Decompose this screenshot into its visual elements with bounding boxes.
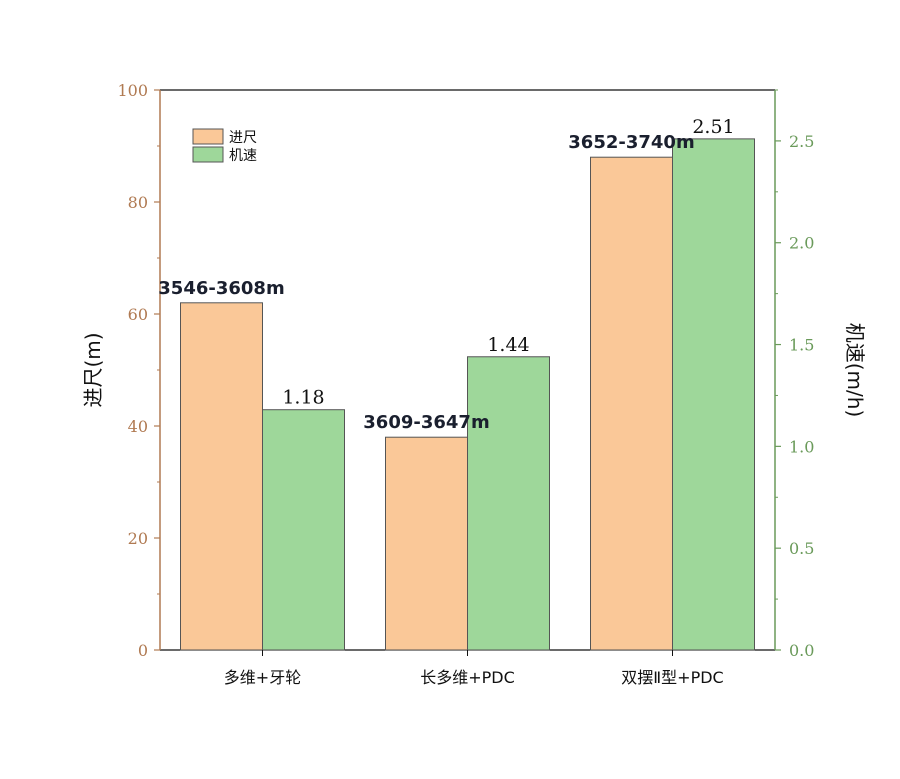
right-tick-label-0: 0.0 [789, 641, 814, 660]
right-tick-label-4: 2.0 [789, 234, 814, 253]
axes: 多维+牙轮 长多维+PDC 双摆Ⅱ型+PDC 0 20 40 60 80 100 0.0 0.5 1.… [117, 81, 814, 687]
x-tick-label-0: 多维+牙轮 [224, 668, 301, 687]
legend: 进尺 机速 [192, 128, 257, 164]
data-label-jisu-1: 1.44 [487, 334, 529, 356]
bar-jisu-2 [672, 138, 755, 651]
left-tick-label-0: 0 [138, 641, 148, 660]
left-tick-label-3: 60 [128, 305, 148, 324]
right-axis-title: 机速(m/h) [843, 323, 867, 418]
legend-label-jinchi: 进尺 [229, 130, 257, 146]
data-labels: 3546-3608m 1.18 3609-3647m 1.44 3652-3740m2.… [158, 116, 734, 433]
right-tick-label-1: 0.5 [789, 539, 814, 558]
data-label-jisu-0: 1.18 [282, 387, 324, 409]
legend-swatch-jisu [192, 146, 224, 163]
right-tick-label-3: 1.5 [789, 336, 814, 355]
right-tick-label-5: 2.5 [789, 132, 814, 151]
x-tick-label-1: 长多维+PDC [420, 668, 515, 687]
bar-jinchi-1 [385, 436, 468, 651]
left-axis-title: 进尺(m) [81, 332, 105, 407]
left-tick-label-1: 20 [128, 529, 148, 548]
legend-label-jisu: 机速 [229, 148, 257, 164]
bar-jisu-1 [467, 356, 550, 651]
left-tick-label-2: 40 [128, 417, 148, 436]
data-label-jinchi-0: 3546-3608m [158, 278, 284, 299]
legend-swatch-jinchi [192, 128, 224, 145]
x-tick-label-2: 双摆Ⅱ型+PDC [621, 668, 723, 687]
left-tick-label-4: 80 [128, 193, 148, 212]
data-label-jinchi-2: 3652-3740m [568, 132, 694, 153]
bar-jinchi-2 [590, 156, 673, 651]
data-label-jinchi-1: 3609-3647m [363, 412, 489, 433]
bar-jisu-0 [262, 409, 345, 651]
right-tick-label-2: 1.0 [789, 437, 814, 456]
left-tick-label-5: 100 [117, 81, 148, 100]
bars [180, 138, 755, 651]
data-label-jisu-2: 2.51 [692, 116, 734, 138]
bar-jinchi-0 [180, 302, 263, 651]
